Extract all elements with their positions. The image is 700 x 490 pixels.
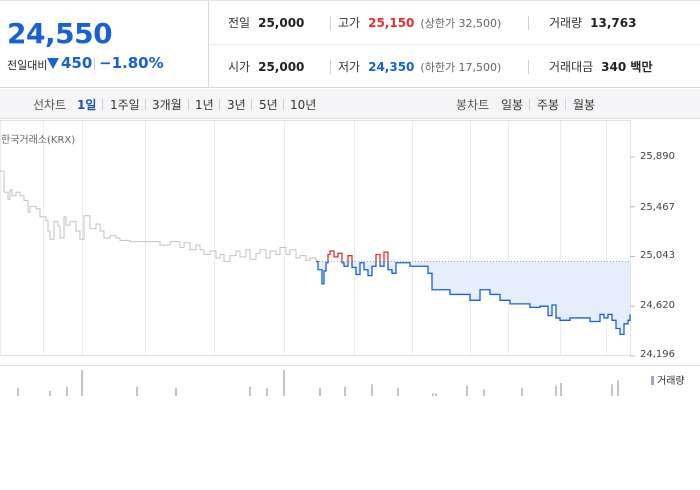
y-tick-label: 24,620 <box>640 300 675 311</box>
divider <box>188 99 189 110</box>
divider <box>219 99 220 110</box>
stat-label: 거래대금 <box>549 60 594 74</box>
stat-value: 13,763 <box>590 16 637 30</box>
chart-toolbar: 선차트 1일 1주일 3개월 1년 3년 5년 10년 봉차트 일봉 주봉 월봉 <box>0 89 700 119</box>
quote-header: 24,550 전일대비 450 −1.80% 전일 25,000 고가 25,150… <box>0 0 700 88</box>
lower-limit: (하한가 17,500) <box>420 61 502 74</box>
stat-value: 24,350 <box>368 60 415 74</box>
divider <box>529 99 530 110</box>
period-tab-5y[interactable]: 5년 <box>259 98 278 112</box>
period-tab-3m[interactable]: 3개월 <box>152 98 182 112</box>
series-line-previous-day <box>0 170 317 263</box>
stat-label: 시가 <box>228 60 251 74</box>
divider <box>565 99 566 110</box>
stat-open: 시가 25,000 <box>228 59 304 75</box>
period-tab-1d[interactable]: 1일 <box>77 98 97 112</box>
stats-row-divider <box>210 44 700 45</box>
upper-limit: (상한가 32,500) <box>420 17 502 30</box>
candle-tab-daily[interactable]: 일봉 <box>501 98 524 112</box>
price-chart: 한국거래소(KRX) 25,890 25,467 25,043 24,620 2… <box>0 119 700 419</box>
candle-tab-monthly[interactable]: 월봉 <box>573 98 596 112</box>
y-tick-label: 25,043 <box>640 250 675 261</box>
period-tab-1y[interactable]: 1년 <box>195 98 214 112</box>
period-tab-3y[interactable]: 3년 <box>227 98 246 112</box>
stat-label: 거래량 <box>549 16 583 30</box>
stat-label: 전일 <box>228 16 251 30</box>
y-tick-label: 25,467 <box>640 202 675 213</box>
current-price: 24,550 <box>7 17 113 50</box>
divider <box>283 99 284 110</box>
change-rate: −1.80% <box>99 54 164 72</box>
y-tick-label: 25,890 <box>640 151 675 162</box>
stat-prev-close: 전일 25,000 <box>228 15 304 31</box>
divider <box>330 60 331 74</box>
period-tab-10y[interactable]: 10년 <box>290 98 317 112</box>
y-tick-label: 24,196 <box>640 349 675 360</box>
stat-value: 25,150 <box>368 16 415 30</box>
divider <box>528 60 529 74</box>
stat-volume: 거래량 13,763 <box>549 15 636 31</box>
divider <box>102 99 103 110</box>
down-arrow-icon <box>47 58 59 69</box>
divider <box>330 16 331 30</box>
series-line-today-up <box>316 250 389 262</box>
stat-label: 저가 <box>338 60 361 74</box>
divider <box>145 99 146 110</box>
stat-value: 25,000 <box>258 16 305 30</box>
divider <box>251 99 252 110</box>
series-line-today-down <box>316 261 631 336</box>
chart-source: 한국거래소(KRX) <box>1 135 76 146</box>
stat-low: 저가 24,350 (하한가 17,500) <box>338 59 501 75</box>
change-label: 전일대비 <box>7 59 48 72</box>
change-value: 450 <box>61 54 93 72</box>
price-box: 24,550 전일대비 450 −1.80% <box>0 1 209 88</box>
candle-chart-label: 봉차트 <box>456 98 490 112</box>
divider <box>528 16 529 30</box>
chart-canvas <box>0 120 700 396</box>
stat-value: 340 백만 <box>601 60 653 74</box>
volume-legend: 거래량 <box>651 372 685 387</box>
period-tab-1w[interactable]: 1주일 <box>110 98 140 112</box>
candle-tab-weekly[interactable]: 주봉 <box>537 98 560 112</box>
plot-frame <box>0 120 631 356</box>
stat-value: 25,000 <box>258 60 305 74</box>
stat-turnover: 거래대금 340 백만 <box>549 59 652 75</box>
stat-label: 고가 <box>338 16 361 30</box>
line-chart-label: 선차트 <box>33 98 67 112</box>
below-baseline-area <box>316 261 630 335</box>
change-divider <box>94 58 95 70</box>
stat-high: 고가 25,150 (상한가 32,500) <box>338 15 501 31</box>
